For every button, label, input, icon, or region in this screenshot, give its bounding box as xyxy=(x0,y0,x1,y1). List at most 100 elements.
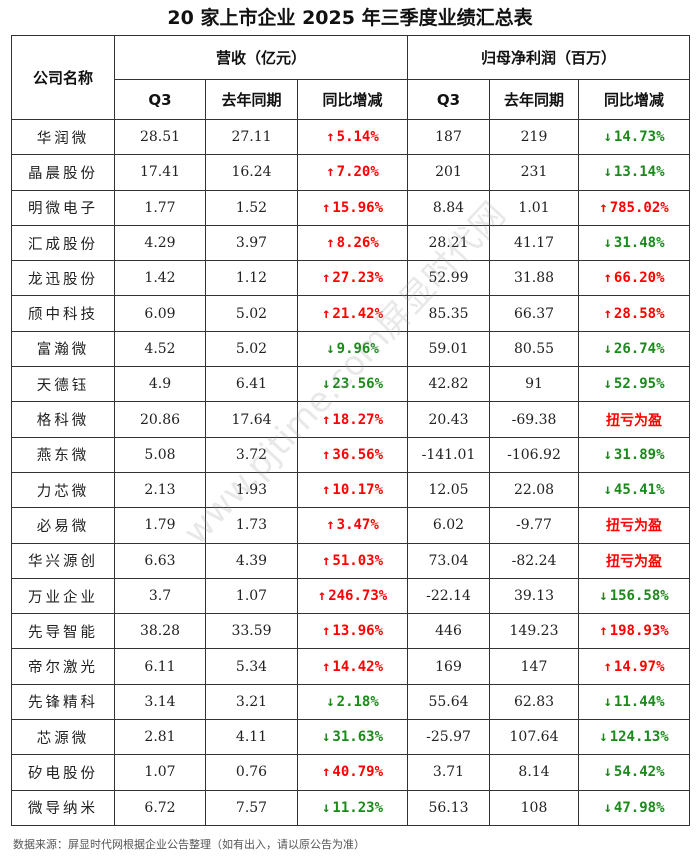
revenue-last-year: 17.64 xyxy=(205,401,298,438)
net-profit-yoy: ↓ 26.74% xyxy=(578,330,690,368)
table-row: 汇成股份 4.29 3.97 ↑ 8.26% 28.21 41.17 ↓ 31.48% xyxy=(11,224,690,262)
revenue-q3: 6.72 xyxy=(114,789,206,826)
company-name: 汇成股份 xyxy=(11,224,115,262)
net-profit-last-year: 41.17 xyxy=(489,224,579,262)
revenue-yoy: ↑ 246.73% xyxy=(297,577,408,615)
net-profit-yoy: ↓ 11.44% xyxy=(578,683,690,721)
change-value: 7.20% xyxy=(336,164,379,181)
revenue-last-year: 1.73 xyxy=(205,507,298,544)
revenue-last-year: 1.12 xyxy=(205,260,298,297)
change-value: 扭亏为盈 xyxy=(606,412,662,429)
revenue-q3: 1.79 xyxy=(114,507,206,544)
company-name: 富瀚微 xyxy=(11,330,115,368)
net-profit-q3: 12.05 xyxy=(407,471,490,509)
revenue-last-year: 3.97 xyxy=(205,224,298,262)
net-profit-q3: 42.82 xyxy=(407,366,490,403)
net-profit-last-year: 66.37 xyxy=(489,295,579,332)
net-profit-yoy: ↓ 156.58% xyxy=(578,577,690,615)
table-row: 先锋精科 3.14 3.21 ↓ 2.18% 55.64 62.83 ↓ 11.44% xyxy=(11,683,690,721)
header-np-q3: Q3 xyxy=(407,79,490,120)
net-profit-last-year: 62.83 xyxy=(489,683,579,721)
header-revenue: 营收（亿元） xyxy=(114,35,408,80)
net-profit-q3: 59.01 xyxy=(407,330,490,368)
company-name: 明微电子 xyxy=(11,189,115,226)
revenue-yoy: ↑ 27.23% xyxy=(297,260,408,297)
revenue-last-year: 1.93 xyxy=(205,471,298,509)
revenue-q3: 4.52 xyxy=(114,330,206,368)
revenue-q3: 5.08 xyxy=(114,436,206,473)
change-value: 14.73% xyxy=(613,129,665,146)
change-value: 66.20% xyxy=(613,270,665,287)
change-value: 156.58% xyxy=(609,588,669,604)
change-value: 198.93% xyxy=(609,623,669,640)
net-profit-q3: 52.99 xyxy=(407,260,490,297)
company-name: 格科微 xyxy=(11,401,115,438)
change-value: 51.03% xyxy=(332,552,383,569)
change-value: 45.41% xyxy=(613,482,665,499)
change-value: 15.96% xyxy=(332,199,383,216)
net-profit-yoy: 扭亏为盈 xyxy=(578,401,690,438)
revenue-yoy: ↓ 9.96% xyxy=(297,330,408,368)
company-name: 力芯微 xyxy=(11,471,115,509)
arrow-up-icon: ↑ xyxy=(317,588,327,604)
revenue-yoy: ↓ 11.23% xyxy=(297,789,408,826)
results-table: 公司名称 营收（亿元） 归母净利润（百万） Q3 去年同期 同比增减 Q3 去年… xyxy=(11,35,690,826)
arrow-up-icon: ↑ xyxy=(321,552,331,569)
arrow-down-icon: ↓ xyxy=(321,729,331,746)
header-company: 公司名称 xyxy=(11,35,115,120)
arrow-down-icon: ↓ xyxy=(603,164,612,181)
table-row: 必易微 1.79 1.73 ↑ 3.47% 6.02 -9.77 扭亏为盈 xyxy=(11,507,690,544)
header-rev-last-year: 去年同期 xyxy=(205,79,298,120)
revenue-q3: 38.28 xyxy=(114,613,206,650)
arrow-up-icon: ↑ xyxy=(321,482,331,499)
company-name: 颀中科技 xyxy=(11,295,115,332)
revenue-last-year: 1.07 xyxy=(205,577,298,615)
table-row: 颀中科技 6.09 5.02 ↑ 21.42% 85.35 66.37 ↑ 28.58% xyxy=(11,295,690,332)
arrow-up-icon: ↑ xyxy=(321,623,331,640)
revenue-yoy: ↑ 10.17% xyxy=(297,471,408,509)
revenue-q3: 4.9 xyxy=(114,366,206,403)
revenue-last-year: 5.02 xyxy=(205,295,298,332)
change-value: 5.14% xyxy=(336,129,379,146)
arrow-up-icon: ↑ xyxy=(326,235,335,252)
net-profit-yoy: ↓ 47.98% xyxy=(578,789,690,826)
revenue-q3: 2.81 xyxy=(114,719,206,756)
revenue-yoy: ↑ 3.47% xyxy=(297,507,408,544)
table-row: 力芯微 2.13 1.93 ↑ 10.17% 12.05 22.08 ↓ 45.41% xyxy=(11,471,690,509)
revenue-yoy: ↑ 18.27% xyxy=(297,401,408,438)
revenue-yoy: ↑ 8.26% xyxy=(297,224,408,262)
table-row: 先导智能 38.28 33.59 ↑ 13.96% 446 149.23 ↑ 198.93% xyxy=(11,613,690,650)
change-value: 124.13% xyxy=(609,729,669,746)
table-row: 富瀚微 4.52 5.02 ↓ 9.96% 59.01 80.55 ↓ 26.74% xyxy=(11,330,690,368)
revenue-yoy: ↑ 13.96% xyxy=(297,613,408,650)
revenue-last-year: 16.24 xyxy=(205,154,298,191)
net-profit-q3: 201 xyxy=(407,154,490,191)
company-name: 先锋精科 xyxy=(11,683,115,721)
net-profit-q3: -141.01 xyxy=(407,436,490,473)
net-profit-q3: 446 xyxy=(407,613,490,650)
change-value: 47.98% xyxy=(613,799,665,816)
revenue-q3: 1.42 xyxy=(114,260,206,297)
change-value: 246.73% xyxy=(328,588,388,604)
change-value: 54.42% xyxy=(613,764,665,781)
arrow-down-icon: ↓ xyxy=(599,729,608,746)
net-profit-last-year: 80.55 xyxy=(489,330,579,368)
revenue-yoy: ↑ 51.03% xyxy=(297,542,408,579)
revenue-last-year: 4.39 xyxy=(205,542,298,579)
header-np-last-year: 去年同期 xyxy=(489,79,579,120)
revenue-q3: 1.77 xyxy=(114,189,206,226)
net-profit-yoy: ↑ 66.20% xyxy=(578,260,690,297)
net-profit-yoy: 扭亏为盈 xyxy=(578,542,690,579)
net-profit-yoy: ↓ 13.14% xyxy=(578,154,690,191)
table-row: 天德钰 4.9 6.41 ↓ 23.56% 42.82 91 ↓ 52.95% xyxy=(11,366,690,403)
arrow-up-icon: ↑ xyxy=(321,764,331,781)
revenue-q3: 6.63 xyxy=(114,542,206,579)
change-value: 31.89% xyxy=(613,446,665,463)
net-profit-q3: -22.14 xyxy=(407,577,490,615)
table-row: 芯源微 2.81 4.11 ↓ 31.63% -25.97 107.64 ↓ 124.13% xyxy=(11,719,690,756)
change-value: 31.63% xyxy=(332,729,383,746)
net-profit-last-year: 91 xyxy=(489,366,579,403)
footnote: 数据来源：屏显时代网根据企业公告整理（如有出入，请以原公告为准） xyxy=(13,838,365,851)
revenue-yoy: ↓ 31.63% xyxy=(297,719,408,756)
change-value: 14.97% xyxy=(613,658,665,675)
